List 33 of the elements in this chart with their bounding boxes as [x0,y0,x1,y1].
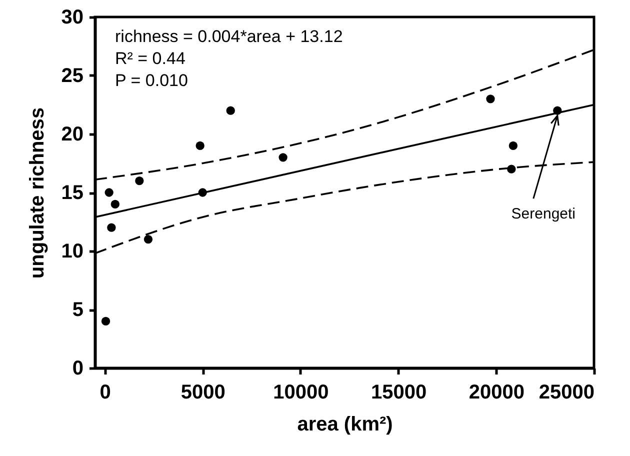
x-axis-title: area (km²) [297,414,393,436]
point [198,188,207,197]
point [278,153,288,162]
point [144,234,153,244]
point [107,223,116,232]
y-tick-label: 25 [61,65,84,87]
point [135,176,144,186]
y-axis-title: ungulate richness [26,107,48,279]
y-tick-label: 5 [72,299,84,321]
annotation: Serengeti [511,206,576,223]
point [553,106,562,115]
point [507,164,516,174]
y-tick-label: 10 [61,240,84,262]
y-tick-label: 15 [61,182,84,204]
point [486,94,495,104]
x-tick-label: 0 [100,382,111,404]
x-tick-label: 15000 [371,382,427,404]
x-tick-label: 10000 [273,382,329,404]
x-tick-label: 25000 [538,382,594,404]
annotation: P = 0.010 [115,71,188,90]
point [101,316,110,326]
y-tick-label: 0 [72,358,84,380]
y-tick-label: 20 [61,124,84,146]
point [196,141,204,150]
point [508,141,518,150]
x-tick-label: 20000 [468,382,524,404]
annotation: R² = 0.44 [115,49,186,68]
point [110,200,120,209]
point [226,106,235,115]
x-tick-label: 5000 [180,382,226,404]
y-tick-label: 30 [61,6,84,28]
annotation: richness = 0.004*area + 13.12 [115,27,343,46]
point [104,188,114,197]
